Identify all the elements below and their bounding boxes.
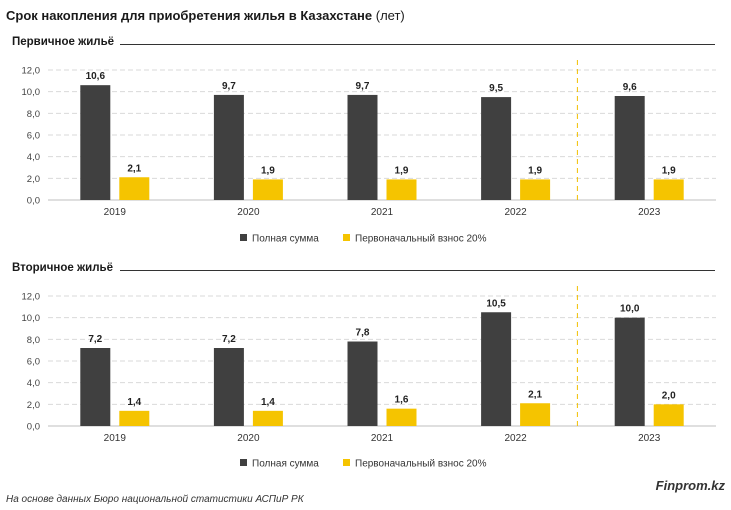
source-note: На основе данных Бюро национальной стати… (6, 494, 304, 505)
y-tick-label: 4,0 (27, 152, 40, 163)
x-tick-label: 2019 (104, 207, 127, 218)
y-tick-label: 0,0 (27, 196, 40, 207)
y-tick-label: 6,0 (27, 131, 40, 142)
x-tick-label: 2019 (104, 433, 127, 444)
legend-label-down: Первоначальный взнос 20% (355, 459, 487, 470)
x-tick-label: 2022 (504, 433, 527, 444)
data-label-full: 9,6 (623, 82, 637, 93)
x-tick-label: 2021 (371, 433, 394, 444)
data-label-down: 2,0 (662, 390, 676, 401)
bar-down-payment (653, 404, 684, 426)
section-title-primary: Первичное жильё (12, 36, 115, 48)
y-tick-label: 10,0 (22, 87, 41, 98)
chart-secondary: 0,0 2,0 4,0 6,0 8,0 10,0 12,0 7,2 1,4 2019 7,2 1,4 2… (22, 286, 716, 470)
bar-full-amount (481, 312, 512, 426)
section-title-secondary: Вторичное жильё (12, 262, 113, 274)
data-label-down: 1,9 (528, 165, 542, 176)
legend-swatch-down (343, 234, 350, 241)
bar-down-payment (119, 177, 150, 200)
data-label-down: 1,9 (261, 165, 275, 176)
section-rule-primary (120, 44, 715, 45)
bar-full-amount (213, 348, 244, 426)
y-tick-label: 0,0 (27, 422, 40, 433)
legend-swatch-full (240, 459, 247, 466)
data-label-down: 1,9 (662, 165, 676, 176)
bar-full-amount (347, 341, 378, 426)
legend-label-full: Полная сумма (252, 234, 319, 245)
y-tick-label: 12,0 (22, 292, 41, 303)
section-rule-secondary (120, 270, 715, 271)
y-tick-label: 2,0 (27, 174, 40, 185)
x-tick-label: 2023 (638, 207, 661, 218)
data-label-down: 2,1 (127, 163, 141, 174)
data-label-full: 9,7 (356, 81, 370, 92)
data-label-down: 2,1 (528, 389, 542, 400)
bar-full-amount (481, 97, 512, 200)
bar-down-payment (386, 179, 417, 200)
x-tick-label: 2020 (237, 207, 260, 218)
data-label-down: 1,6 (395, 395, 409, 406)
bar-full-amount (614, 317, 645, 426)
bar-full-amount (347, 94, 378, 200)
data-label-down: 1,4 (127, 397, 141, 408)
data-label-down: 1,9 (395, 165, 409, 176)
y-tick-label: 2,0 (27, 400, 40, 411)
data-label-full: 7,2 (88, 334, 102, 345)
data-label-full: 10,6 (86, 71, 106, 82)
data-label-down: 1,4 (261, 397, 275, 408)
brand-watermark: Finprom.kz (655, 478, 725, 493)
data-label-full: 10,0 (620, 304, 640, 315)
legend-swatch-full (240, 234, 247, 241)
y-tick-label: 4,0 (27, 378, 40, 389)
bar-down-payment (520, 403, 551, 426)
bar-full-amount (213, 94, 244, 200)
bar-down-payment (252, 179, 283, 200)
bar-down-payment (386, 408, 417, 426)
y-tick-label: 10,0 (22, 313, 41, 324)
bar-down-payment (653, 179, 684, 200)
bar-down-payment (119, 410, 150, 426)
bar-down-payment (252, 410, 283, 426)
data-label-full: 7,8 (356, 328, 370, 339)
bar-down-payment (520, 179, 551, 200)
bar-full-amount (80, 348, 111, 426)
data-label-full: 9,7 (222, 81, 236, 92)
chart-primary: 0,0 2,0 4,0 6,0 8,0 10,0 12,0 10,6 2,1 2019 9,7 1,9… (22, 60, 716, 245)
bar-full-amount (80, 85, 111, 200)
y-tick-label: 8,0 (27, 335, 40, 346)
legend-label-down: Первоначальный взнос 20% (355, 234, 487, 245)
chart-title-main: Срок накопления для приобретения жилья в… (6, 8, 373, 23)
chart-title-unit: (лет) (375, 8, 405, 23)
x-tick-label: 2022 (504, 207, 527, 218)
data-label-full: 7,2 (222, 334, 236, 345)
chart-title: Срок накопления для приобретения жилья в… (6, 8, 405, 23)
y-tick-label: 12,0 (22, 66, 41, 77)
y-tick-label: 6,0 (27, 357, 40, 368)
bar-full-amount (614, 96, 645, 200)
data-label-full: 9,5 (489, 83, 503, 94)
x-tick-label: 2021 (371, 207, 394, 218)
legend-swatch-down (343, 459, 350, 466)
x-tick-label: 2023 (638, 433, 661, 444)
y-tick-label: 8,0 (27, 109, 40, 120)
data-label-full: 10,5 (486, 298, 506, 309)
x-tick-label: 2020 (237, 433, 260, 444)
legend-label-full: Полная сумма (252, 459, 319, 470)
